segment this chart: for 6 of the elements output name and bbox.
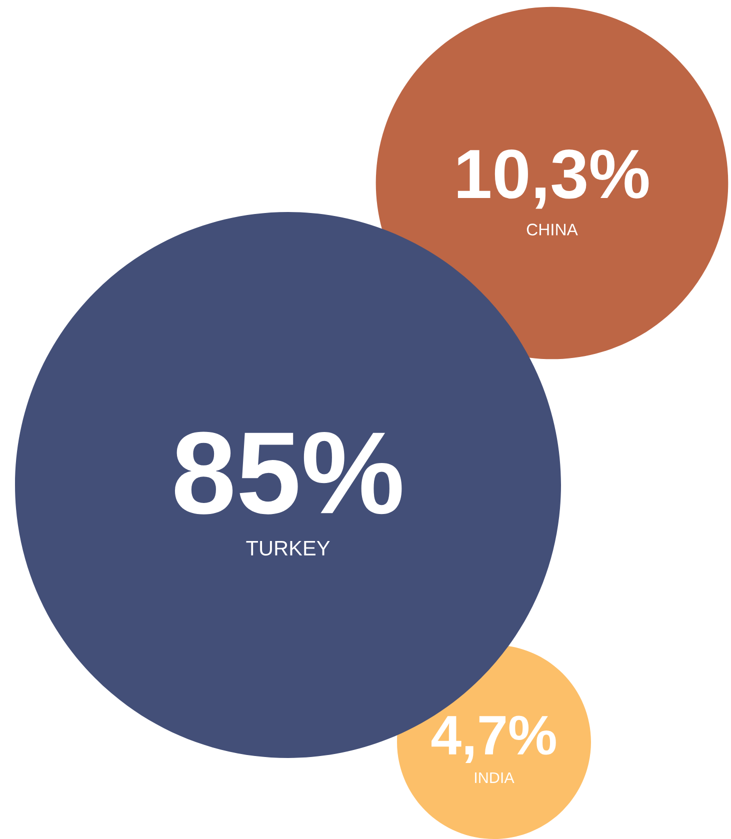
data-label: 4,7% [432, 716, 556, 763]
category-label: TURKEY [246, 541, 330, 556]
data-label: 85% [174, 432, 402, 514]
category-label: INDIA [475, 772, 514, 783]
data-label: 10,3% [458, 149, 649, 209]
category-label: CHINA [526, 224, 578, 236]
